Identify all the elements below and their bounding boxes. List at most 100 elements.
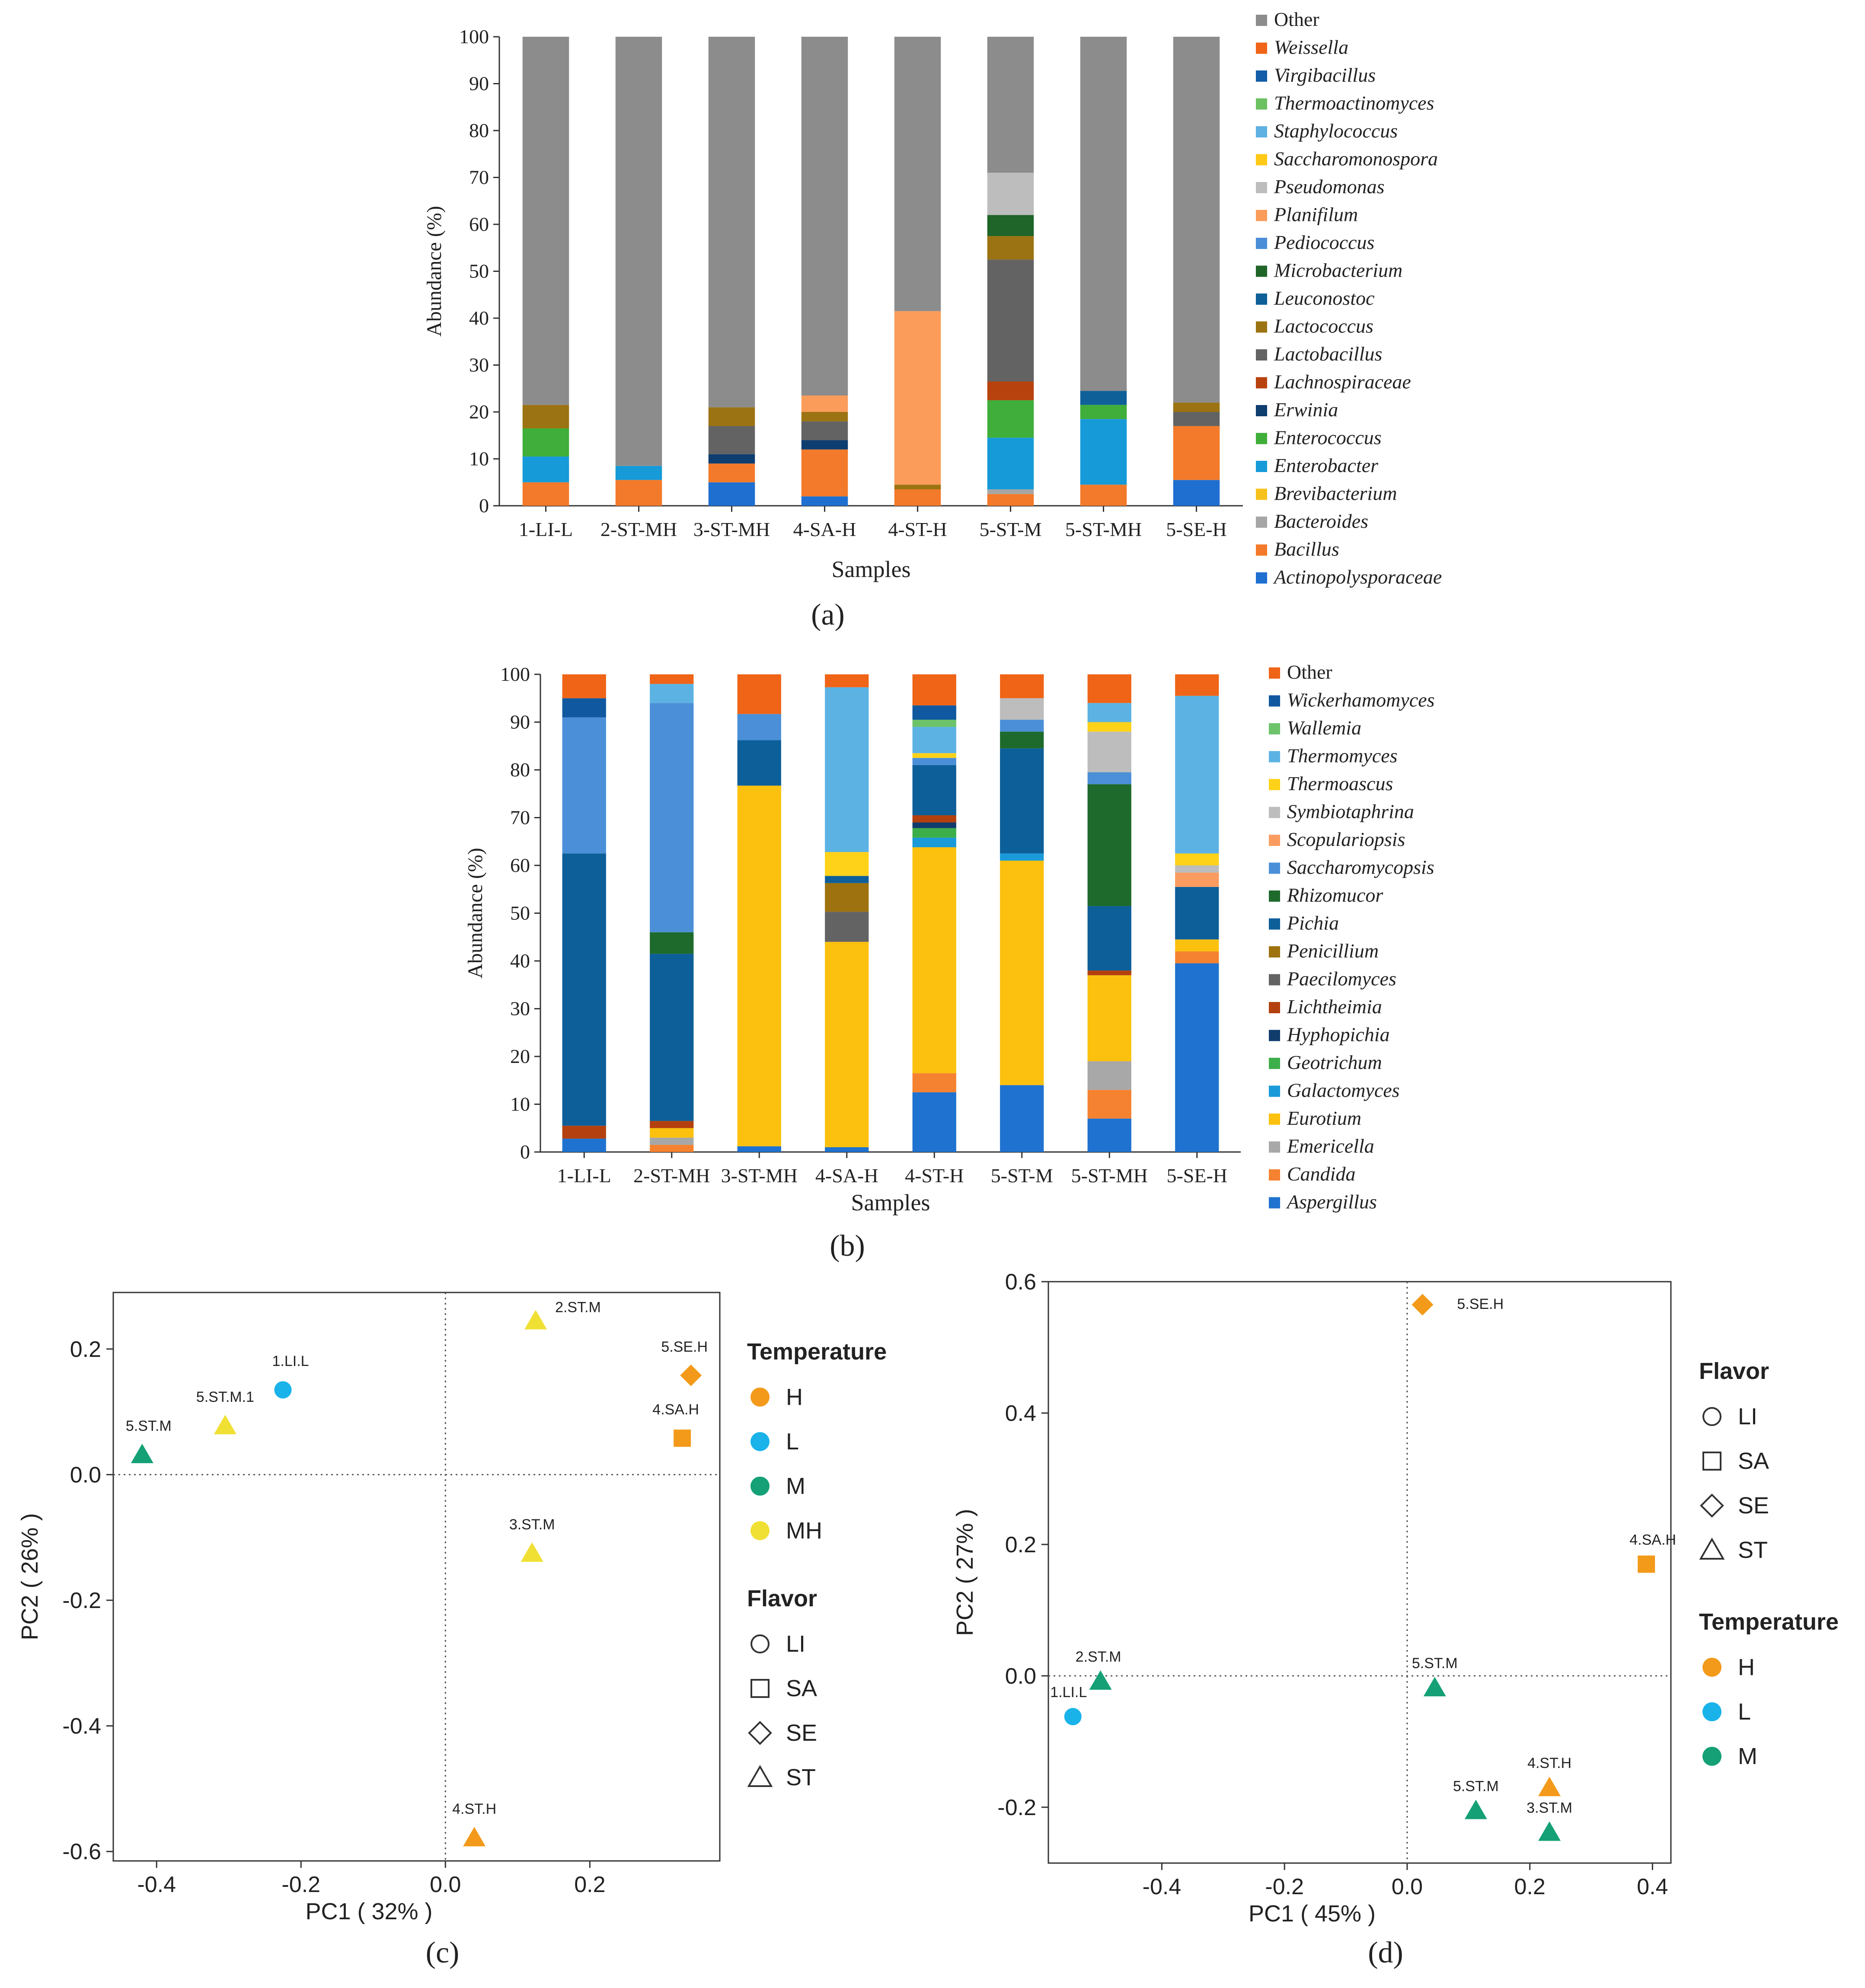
legend-temperature: Temperature HLM MH: [747, 1339, 887, 1544]
data-point: [1412, 1294, 1434, 1316]
bar-segment: [522, 456, 569, 482]
data-point: [1064, 1708, 1082, 1726]
legend-swatch: [1269, 946, 1280, 957]
legend-swatch: [1269, 918, 1280, 930]
x-axis-title: PC1 ( 32% ): [305, 1899, 432, 1924]
bar-segment: [1087, 906, 1131, 971]
legend-label: Bacteroides: [1274, 510, 1368, 532]
legend-swatch: [1269, 1114, 1280, 1125]
bar-segment: [1175, 951, 1219, 964]
legend-symbol: [1702, 1702, 1721, 1721]
legend-label: Galactomyces: [1287, 1079, 1400, 1101]
data-point: [1423, 1677, 1446, 1697]
x-tick-label: 4-SA-H: [815, 1165, 878, 1187]
bar-segment: [1173, 37, 1220, 403]
legend-temperature: Temperature HLM: [1699, 1609, 1839, 1769]
legend-label: Enterococcus: [1274, 427, 1382, 449]
bar-segment: [912, 765, 956, 815]
plot-frame: [112, 1292, 721, 1862]
point-label: 4.SA.H: [1629, 1532, 1676, 1548]
bar-segment: [912, 753, 956, 758]
x-tick-label: 5-ST-MH: [1071, 1165, 1148, 1187]
bar-segment: [987, 494, 1034, 506]
legend-label: Thermomyces: [1287, 745, 1398, 767]
y-tick-label: 0: [479, 495, 489, 517]
bar-segment: [1080, 419, 1127, 485]
legend-swatch: [1269, 1197, 1280, 1209]
bar-segment: [1087, 970, 1131, 976]
legend-swatch: [1269, 1085, 1280, 1097]
x-tick-label: 5-ST-MH: [1065, 518, 1142, 540]
y-tick-label: 0.4: [1005, 1401, 1036, 1426]
data-point: [1464, 1800, 1487, 1819]
legend-label: SE: [1738, 1493, 1769, 1519]
bar-segment: [912, 837, 956, 848]
data-point: [463, 1827, 486, 1847]
bar-segment: [1080, 405, 1127, 419]
legend-swatch: [1256, 349, 1267, 361]
x-tick-label: 5-SE-H: [1166, 518, 1227, 540]
legend-swatch: [1269, 1169, 1280, 1181]
legend-swatch: [1256, 182, 1267, 193]
bar-segment: [1087, 1090, 1131, 1119]
legend-label: Wickerhamomyces: [1287, 689, 1434, 711]
bar-segment: [1000, 1085, 1044, 1152]
bar-segment: [912, 822, 956, 828]
bar-segment: [912, 705, 956, 720]
bar-segment: [825, 674, 869, 687]
y-tick-label: 50: [469, 260, 489, 282]
bar-segment: [801, 440, 848, 450]
x-tick-label: 0.2: [574, 1872, 605, 1897]
point-label: 5.ST.M: [126, 1418, 172, 1434]
legend-symbol: [750, 1477, 770, 1496]
legend-symbol: [750, 1388, 770, 1407]
bar-segment: [1000, 698, 1044, 720]
legend-label: Paecilomyces: [1287, 968, 1396, 990]
bar-segment: [801, 496, 848, 506]
bar-segment: [825, 883, 869, 912]
legend-symbol: [750, 1634, 770, 1653]
legend-label: Thermoascus: [1287, 772, 1393, 795]
legend-label: Pichia: [1287, 912, 1339, 934]
panel-caption: (b): [830, 1229, 865, 1263]
legend-symbol: [1702, 1747, 1721, 1766]
legend-label: Saccharomycopsis: [1287, 856, 1434, 878]
bar-segment: [737, 1146, 781, 1152]
bar-segment: [1173, 412, 1220, 426]
x-tick-label: 5-SE-H: [1166, 1165, 1227, 1187]
legend-swatch: [1256, 488, 1267, 500]
y-tick-label: 80: [510, 759, 530, 781]
y-tick-label: 0: [520, 1141, 530, 1163]
legend-label: Enterobacter: [1274, 454, 1379, 476]
data-point: [680, 1364, 702, 1386]
data-point: [1538, 1821, 1561, 1841]
bar-segment: [1175, 872, 1219, 887]
data-point: [131, 1443, 153, 1463]
bar-segment: [801, 449, 848, 497]
bar-segment: [1175, 865, 1219, 873]
legend-swatch: [1269, 890, 1280, 902]
x-tick-label: 2-ST-MH: [633, 1165, 710, 1187]
bar-segment: [912, 828, 956, 838]
bar-segment: [1173, 402, 1220, 412]
y-axis-title: PC2 ( 27% ): [952, 1509, 978, 1636]
legend-label: Wallemia: [1287, 717, 1361, 739]
point-label: 4.SA.H: [652, 1401, 699, 1418]
bar-segment: [987, 259, 1034, 382]
x-tick-label: 0.0: [430, 1872, 461, 1897]
legend-swatch: [1256, 544, 1267, 556]
legend-swatch: [1269, 779, 1280, 790]
legend-label: MH: [786, 1518, 822, 1544]
legend-swatch: [1269, 974, 1280, 986]
legend-label: Staphylococcus: [1274, 120, 1398, 142]
data-point: [1638, 1555, 1655, 1573]
legend-symbol: [1700, 1493, 1724, 1518]
legend-swatch: [1256, 294, 1267, 305]
legend-swatch: [1256, 98, 1267, 110]
legend-swatch: [1256, 154, 1267, 166]
bar-segment: [1087, 772, 1131, 785]
x-tick-label: 5-ST-M: [991, 1165, 1053, 1187]
legend-label: Lactobacillus: [1274, 343, 1382, 365]
bar-segment: [987, 489, 1034, 494]
legend-label: LI: [1738, 1404, 1757, 1430]
